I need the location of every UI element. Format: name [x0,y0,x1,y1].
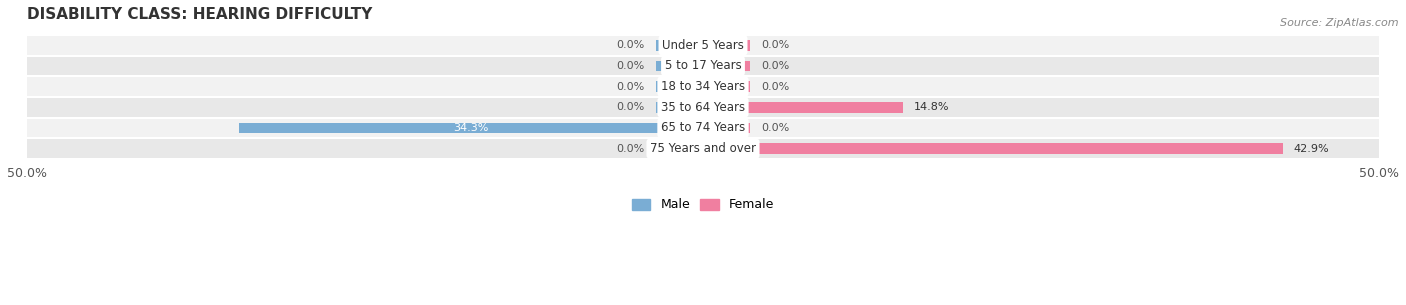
Text: 0.0%: 0.0% [761,40,789,50]
Text: 0.0%: 0.0% [761,123,789,133]
Bar [27,97,1379,118]
Bar [239,123,703,133]
Bar [655,61,703,71]
Text: 0.0%: 0.0% [617,82,645,92]
Text: 35 to 64 Years: 35 to 64 Years [661,101,745,114]
Bar [27,138,1379,159]
Bar [27,76,1379,97]
Text: 65 to 74 Years: 65 to 74 Years [661,121,745,135]
Bar [655,40,703,51]
Text: 0.0%: 0.0% [617,40,645,50]
Bar [655,143,703,154]
Text: 34.3%: 34.3% [453,123,489,133]
Text: Source: ZipAtlas.com: Source: ZipAtlas.com [1281,18,1399,28]
Bar [703,123,751,133]
Bar [27,56,1379,76]
Text: 5 to 17 Years: 5 to 17 Years [665,59,741,72]
Bar [703,61,751,71]
Text: 0.0%: 0.0% [617,144,645,154]
Bar [703,81,751,92]
Text: 0.0%: 0.0% [617,61,645,71]
Bar [655,81,703,92]
Text: Under 5 Years: Under 5 Years [662,39,744,52]
Text: 0.0%: 0.0% [761,61,789,71]
Text: 42.9%: 42.9% [1294,144,1330,154]
Bar [27,118,1379,138]
Bar [703,102,903,113]
Text: 0.0%: 0.0% [617,102,645,112]
Text: 18 to 34 Years: 18 to 34 Years [661,80,745,93]
Text: 14.8%: 14.8% [914,102,949,112]
Bar [703,143,1284,154]
Text: DISABILITY CLASS: HEARING DIFFICULTY: DISABILITY CLASS: HEARING DIFFICULTY [27,7,373,22]
Text: 0.0%: 0.0% [761,82,789,92]
Bar [27,35,1379,56]
Bar [703,40,751,51]
Bar [655,102,703,113]
Legend: Male, Female: Male, Female [627,193,779,216]
Text: 75 Years and over: 75 Years and over [650,142,756,155]
